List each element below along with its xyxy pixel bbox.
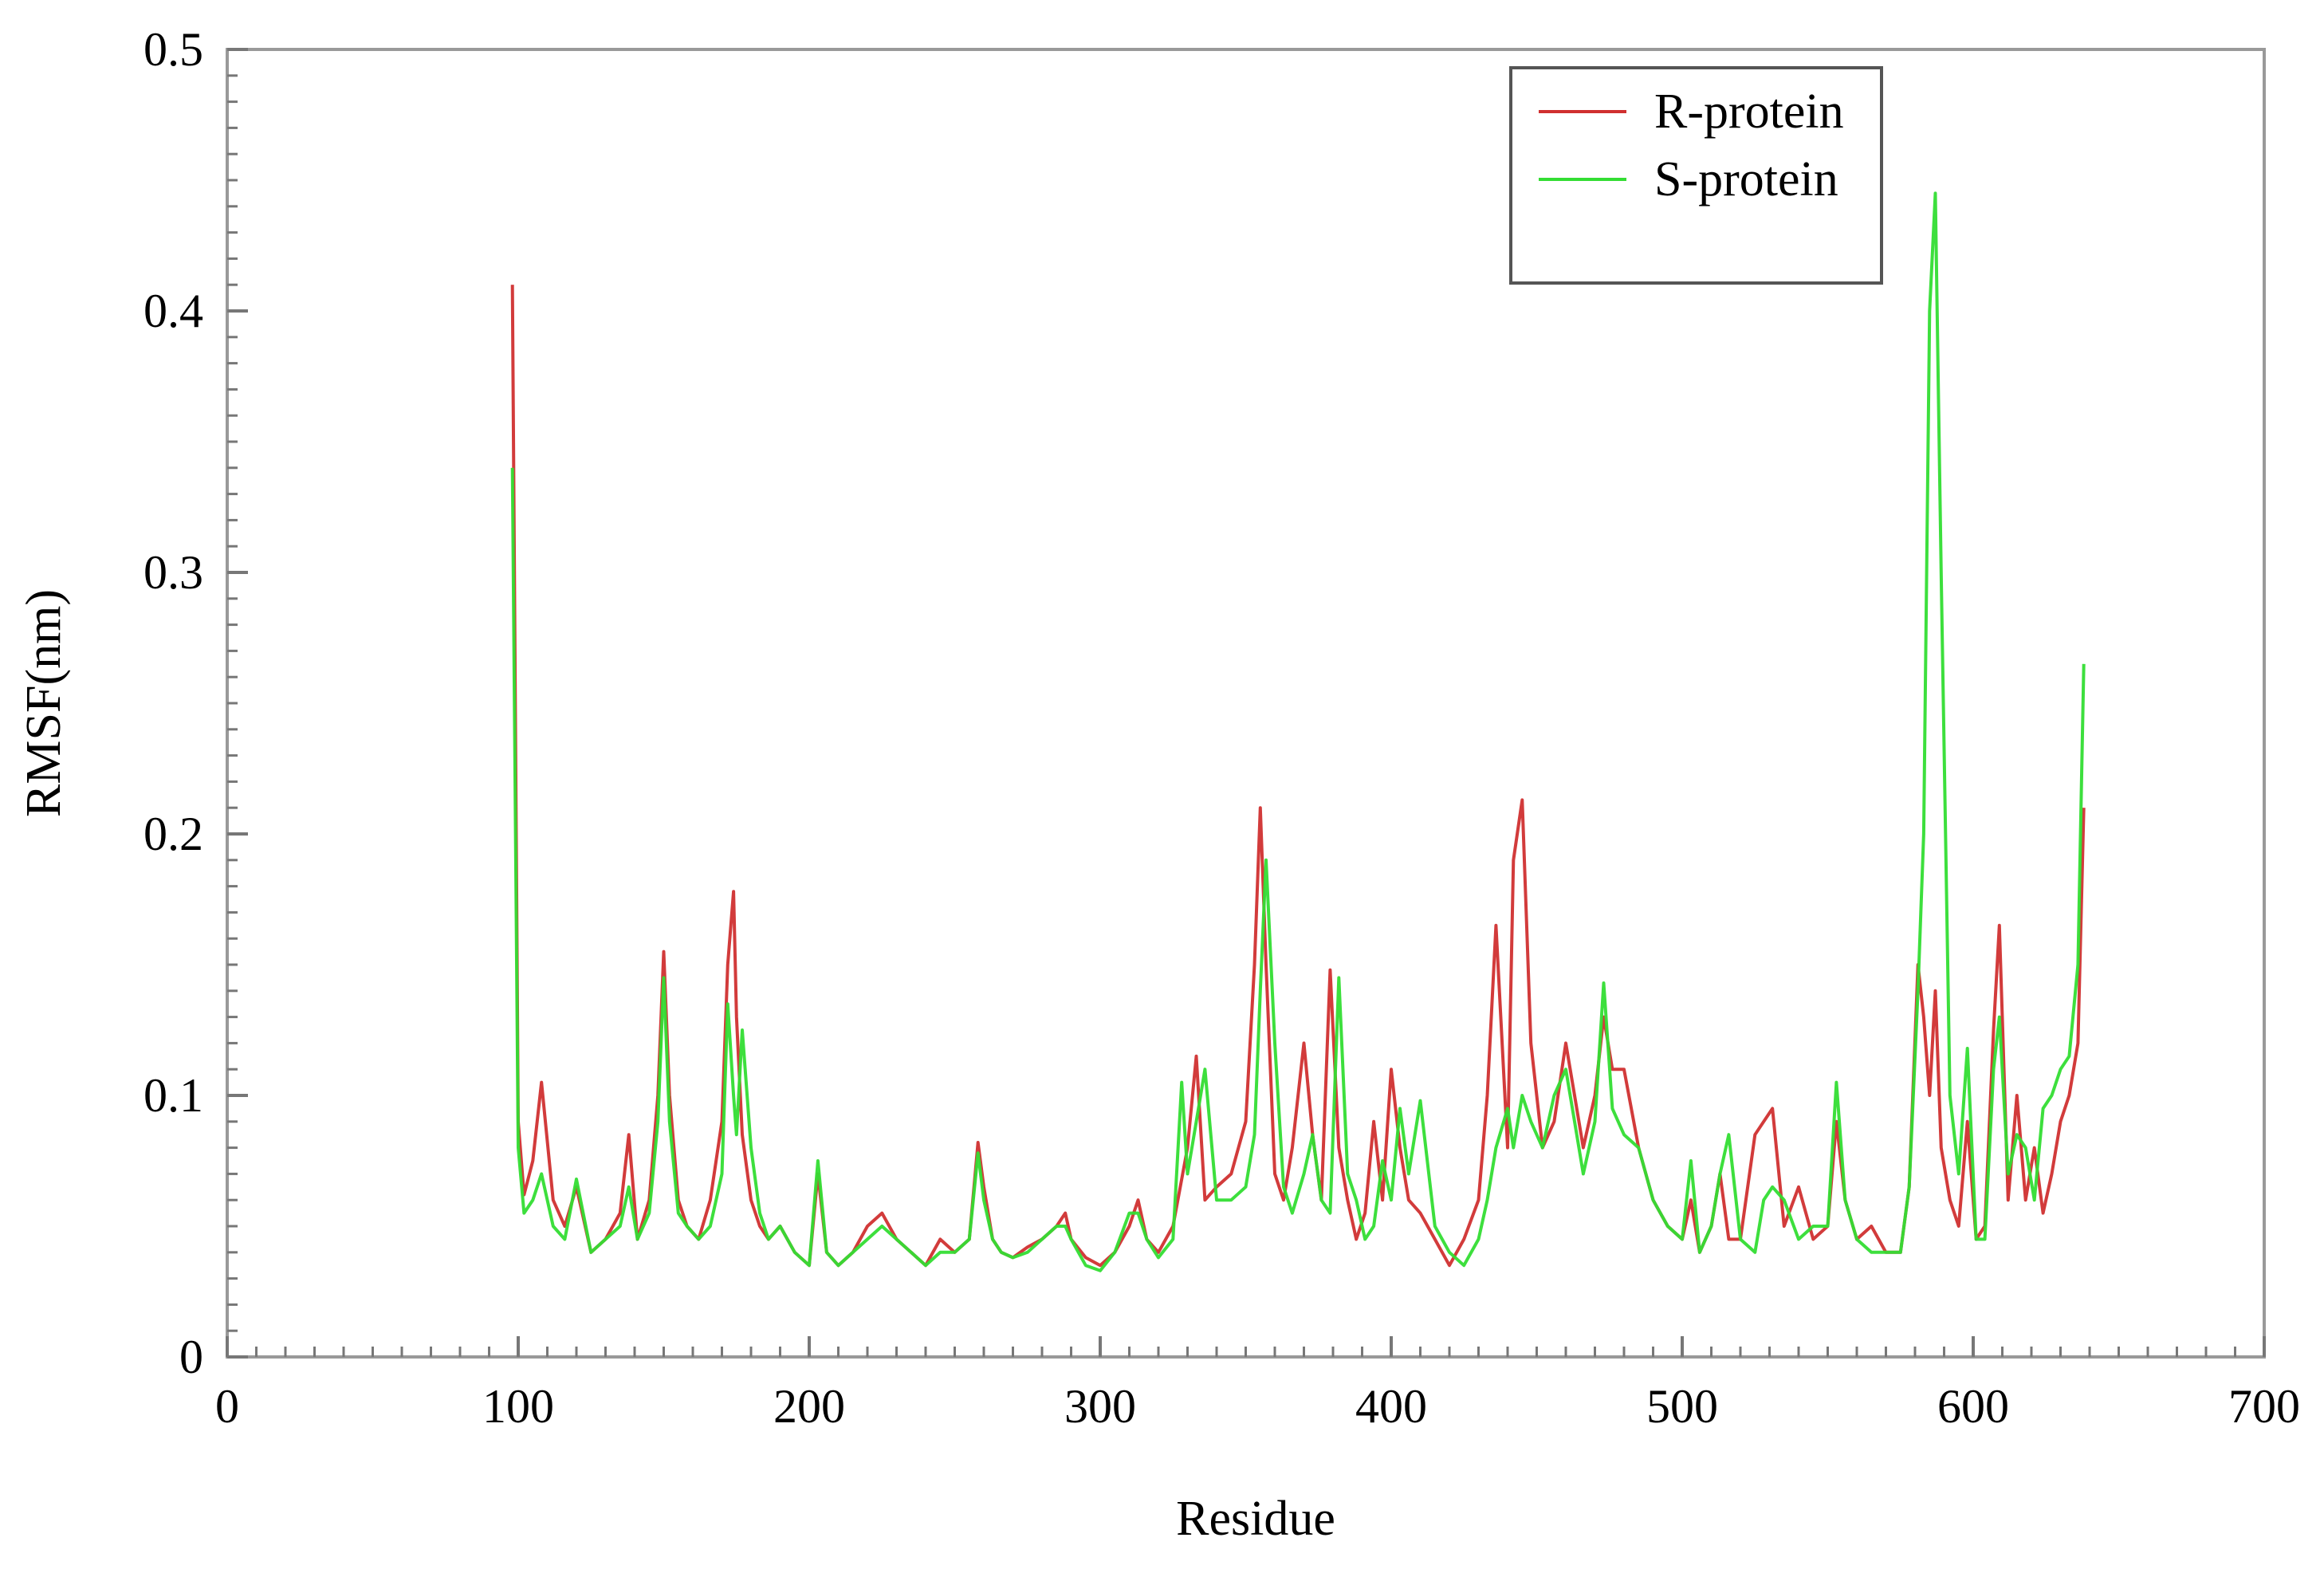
x-tick-label: 300 [1064,1380,1136,1433]
y-axis-title: RMSF(nm) [17,589,71,817]
y-tick-label: 0.1 [144,1069,203,1122]
x-tick-label: 200 [773,1380,845,1433]
series-line-s-protein [510,191,2086,1272]
axis-ticks [226,48,2266,1359]
x-tick-label: 400 [1355,1380,1427,1433]
series-lines [510,191,2086,1272]
y-tick-label: 0.3 [144,546,203,599]
x-tick-label: 700 [2228,1380,2300,1433]
legend-box [1509,66,1883,285]
x-tick-label: 100 [482,1380,554,1433]
legend: R-protein S-protein [1509,66,1883,285]
y-tick-label: 0.4 [144,285,203,337]
legend-label-s-protein: S-protein [1654,152,1838,206]
y-tick-label: 0.5 [144,23,203,76]
x-axis-title: Residue [1176,1492,1335,1546]
axis-tick-labels: 0 100 200 300 400 500 600 700 0 0.1 0.2 0.3 0.4 0.5 [144,23,2300,1433]
y-tick-label: 0.2 [144,808,203,860]
legend-label-r-protein: R-protein [1654,85,1844,139]
x-tick-label: 600 [1937,1380,2009,1433]
y-tick-label: 0 [179,1331,203,1383]
x-tick-label: 0 [215,1380,239,1433]
x-tick-label: 500 [1646,1380,1718,1433]
